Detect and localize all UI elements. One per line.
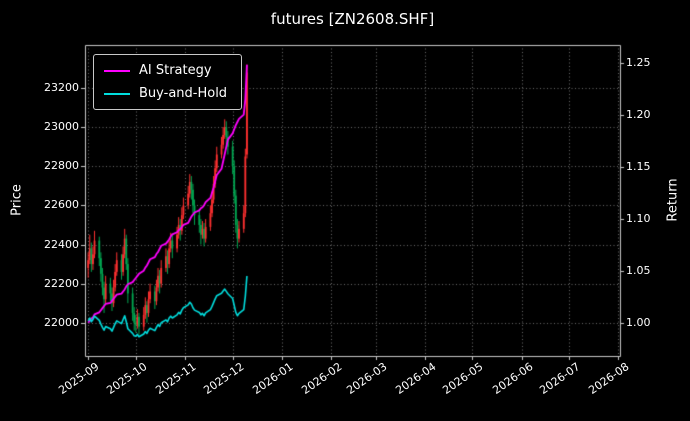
left-axis-tick-label: 22200 (44, 276, 79, 290)
right-axis-tick-label: 1.15 (626, 159, 651, 173)
left-axis-tick-label: 22600 (44, 198, 79, 212)
right-axis-title: Return (665, 178, 681, 222)
ai-strategy-line-swatch (104, 69, 130, 72)
legend-label-buy-and-hold: Buy-and-Hold (139, 86, 228, 101)
buy-and-hold-line-swatch (104, 92, 130, 95)
left-axis-tick-label: 23200 (44, 81, 79, 95)
legend: AI Strategy Buy-and-Hold (93, 54, 243, 110)
legend-item-buy-and-hold: Buy-and-Hold (104, 86, 227, 101)
left-axis-title: Price (9, 184, 25, 216)
left-axis-tick-label: 22000 (44, 315, 79, 329)
legend-item-ai-strategy: AI Strategy (104, 63, 227, 78)
right-axis-tick-label: 1.00 (626, 315, 651, 329)
right-axis-tick-label: 1.25 (626, 55, 651, 69)
chart-title: futures [ZN2608.SHF] (270, 10, 435, 28)
left-axis-tick-label: 22800 (44, 159, 79, 173)
right-axis-tick-label: 1.05 (626, 263, 651, 277)
legend-label-ai-strategy: AI Strategy (139, 63, 212, 78)
left-axis-tick-label: 23000 (44, 120, 79, 134)
right-axis-tick-label: 1.10 (626, 211, 651, 225)
right-axis-tick-label: 1.20 (626, 107, 651, 121)
left-axis-tick-label: 22400 (44, 237, 79, 251)
